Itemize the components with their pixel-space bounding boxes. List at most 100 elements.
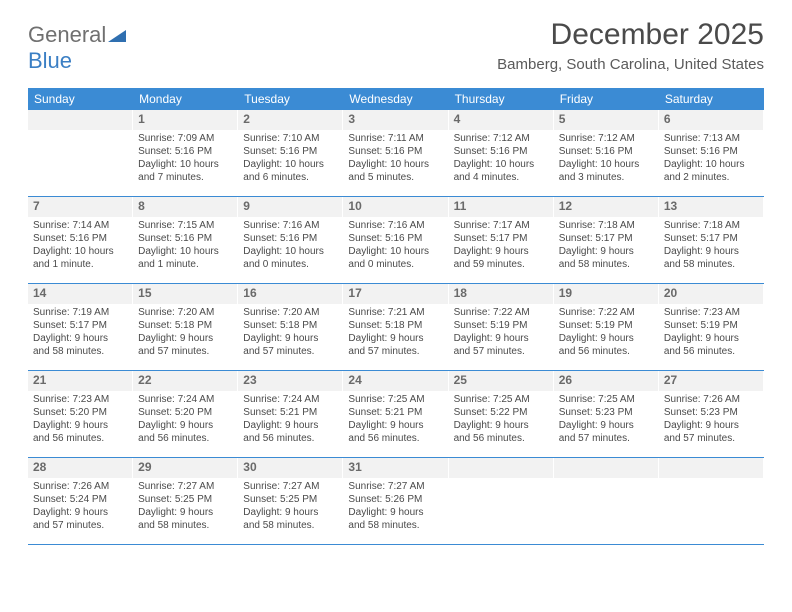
sunset-text: Sunset: 5:16 PM [559, 145, 653, 158]
sunset-text: Sunset: 5:17 PM [33, 319, 127, 332]
day-number: 15 [133, 284, 237, 304]
daylight-text: Daylight: 9 hours and 58 minutes. [138, 506, 232, 532]
sunrise-text: Sunrise: 7:20 AM [243, 306, 337, 319]
sunrise-text: Sunrise: 7:19 AM [33, 306, 127, 319]
day-number [28, 110, 132, 130]
day-cell: 18Sunrise: 7:22 AMSunset: 5:19 PMDayligh… [449, 284, 554, 370]
sunset-text: Sunset: 5:20 PM [138, 406, 232, 419]
daylight-text: Daylight: 9 hours and 59 minutes. [454, 245, 548, 271]
day-number: 21 [28, 371, 132, 391]
daylight-text: Daylight: 9 hours and 56 minutes. [243, 419, 337, 445]
day-number: 20 [659, 284, 763, 304]
sunset-text: Sunset: 5:18 PM [348, 319, 442, 332]
sunrise-text: Sunrise: 7:27 AM [138, 480, 232, 493]
sunrise-text: Sunrise: 7:24 AM [138, 393, 232, 406]
day-number: 3 [343, 110, 447, 130]
day-number: 30 [238, 458, 342, 478]
sunrise-text: Sunrise: 7:12 AM [454, 132, 548, 145]
daylight-text: Daylight: 10 hours and 1 minute. [138, 245, 232, 271]
sunset-text: Sunset: 5:17 PM [664, 232, 758, 245]
sunset-text: Sunset: 5:21 PM [348, 406, 442, 419]
week-row: 14 Sunrise: 7:19 AMSunset: 5:17 PM Dayligh… [28, 284, 764, 371]
day-cell [659, 458, 764, 544]
day-number: 26 [554, 371, 658, 391]
sunrise-text: Sunrise: 7:15 AM [138, 219, 232, 232]
daylight-text: Daylight: 10 hours and 4 minutes. [454, 158, 548, 184]
daylight-text: Daylight: 9 hours and 56 minutes. [454, 419, 548, 445]
logo-text-1: General [28, 22, 106, 47]
daylight-text: Daylight: 10 hours and 3 minutes. [559, 158, 653, 184]
sunrise-text: Sunrise: 7:14 AM [33, 219, 127, 232]
day-cell: 24Sunrise: 7:25 AMSunset: 5:21 PMDayligh… [343, 371, 448, 457]
day-number [449, 458, 553, 478]
day-cell: 4Sunrise: 7:12 AMSunset: 5:16 PMDaylight… [449, 110, 554, 196]
sunset-text: Sunset: 5:23 PM [664, 406, 758, 419]
daylight-text: Daylight: 10 hours and 2 minutes. [664, 158, 758, 184]
week-row: 28Sunrise: 7:26 AMSunset: 5:24 PMDayligh… [28, 458, 764, 545]
sunrise-text: Sunrise: 7:21 AM [348, 306, 442, 319]
day-cell: 19Sunrise: 7:22 AMSunset: 5:19 PMDayligh… [554, 284, 659, 370]
day-header: Friday [554, 88, 659, 110]
day-header: Saturday [659, 88, 764, 110]
sunrise-text: Sunrise: 7:26 AM [664, 393, 758, 406]
sunset-text: Sunset: 5:16 PM [138, 145, 232, 158]
daylight-text: Daylight: 9 hours and 57 minutes. [33, 506, 127, 532]
day-cell: 21Sunrise: 7:23 AMSunset: 5:20 PMDayligh… [28, 371, 133, 457]
week-row: 21Sunrise: 7:23 AMSunset: 5:20 PMDayligh… [28, 371, 764, 458]
day-cell: 13Sunrise: 7:18 AMSunset: 5:17 PMDayligh… [659, 197, 764, 283]
daylight-text: Daylight: 10 hours and 5 minutes. [348, 158, 442, 184]
sunset-text: Sunset: 5:19 PM [664, 319, 758, 332]
day-number: 14 [28, 284, 132, 304]
day-number: 5 [554, 110, 658, 130]
sunrise-text: Sunrise: 7:26 AM [33, 480, 127, 493]
day-cell: 20Sunrise: 7:23 AMSunset: 5:19 PMDayligh… [659, 284, 764, 370]
daylight-text: Daylight: 9 hours and 56 minutes. [664, 332, 758, 358]
sunset-text: Sunset: 5:22 PM [454, 406, 548, 419]
day-number: 8 [133, 197, 237, 217]
day-cell: 7Sunrise: 7:14 AMSunset: 5:16 PMDaylight… [28, 197, 133, 283]
sunset-text: Sunset: 5:16 PM [138, 232, 232, 245]
day-cell: 11Sunrise: 7:17 AMSunset: 5:17 PMDayligh… [449, 197, 554, 283]
day-cell: 22Sunrise: 7:24 AMSunset: 5:20 PMDayligh… [133, 371, 238, 457]
sunset-text: Sunset: 5:16 PM [348, 232, 442, 245]
day-number: 19 [554, 284, 658, 304]
daylight-text: Daylight: 10 hours and 6 minutes. [243, 158, 337, 184]
day-number: 6 [659, 110, 763, 130]
week-row: 7Sunrise: 7:14 AMSunset: 5:16 PMDaylight… [28, 197, 764, 284]
day-number: 9 [238, 197, 342, 217]
sunset-text: Sunset: 5:23 PM [559, 406, 653, 419]
day-number: 12 [554, 197, 658, 217]
day-header: Monday [133, 88, 238, 110]
day-cell: 25Sunrise: 7:25 AMSunset: 5:22 PMDayligh… [449, 371, 554, 457]
day-number: 10 [343, 197, 447, 217]
sunrise-text: Sunrise: 7:27 AM [243, 480, 337, 493]
day-number: 1 [133, 110, 237, 130]
daylight-text: Daylight: 9 hours and 57 minutes. [138, 332, 232, 358]
calendar-page: General Blue December 2025 Bamberg, Sout… [0, 0, 792, 612]
daylight-text: Daylight: 9 hours and 58 minutes. [559, 245, 653, 271]
daylight-text: Daylight: 9 hours and 57 minutes. [243, 332, 337, 358]
day-cell: 28Sunrise: 7:26 AMSunset: 5:24 PMDayligh… [28, 458, 133, 544]
day-cell: 29Sunrise: 7:27 AMSunset: 5:25 PMDayligh… [133, 458, 238, 544]
daylight-text: Daylight: 9 hours and 58 minutes. [243, 506, 337, 532]
day-cell: 15Sunrise: 7:20 AMSunset: 5:18 PMDayligh… [133, 284, 238, 370]
daylight-text: Daylight: 9 hours and 56 minutes. [138, 419, 232, 445]
day-cell: 6Sunrise: 7:13 AMSunset: 5:16 PMDaylight… [659, 110, 764, 196]
day-number [554, 458, 658, 478]
weeks-container: 1Sunrise: 7:09 AMSunset: 5:16 PMDaylight… [28, 110, 764, 545]
day-number: 28 [28, 458, 132, 478]
day-cell: 10Sunrise: 7:16 AMSunset: 5:16 PMDayligh… [343, 197, 448, 283]
sunset-text: Sunset: 5:16 PM [454, 145, 548, 158]
day-number: 7 [28, 197, 132, 217]
day-cell: 1Sunrise: 7:09 AMSunset: 5:16 PMDaylight… [133, 110, 238, 196]
sunset-text: Sunset: 5:19 PM [559, 319, 653, 332]
day-number: 25 [449, 371, 553, 391]
day-number [659, 458, 763, 478]
sunset-text: Sunset: 5:25 PM [243, 493, 337, 506]
day-number: 17 [343, 284, 447, 304]
day-cell: 31Sunrise: 7:27 AMSunset: 5:26 PMDayligh… [343, 458, 448, 544]
day-cell: 5Sunrise: 7:12 AMSunset: 5:16 PMDaylight… [554, 110, 659, 196]
sunset-text: Sunset: 5:26 PM [348, 493, 442, 506]
sunset-text: Sunset: 5:17 PM [559, 232, 653, 245]
day-cell: 26Sunrise: 7:25 AMSunset: 5:23 PMDayligh… [554, 371, 659, 457]
